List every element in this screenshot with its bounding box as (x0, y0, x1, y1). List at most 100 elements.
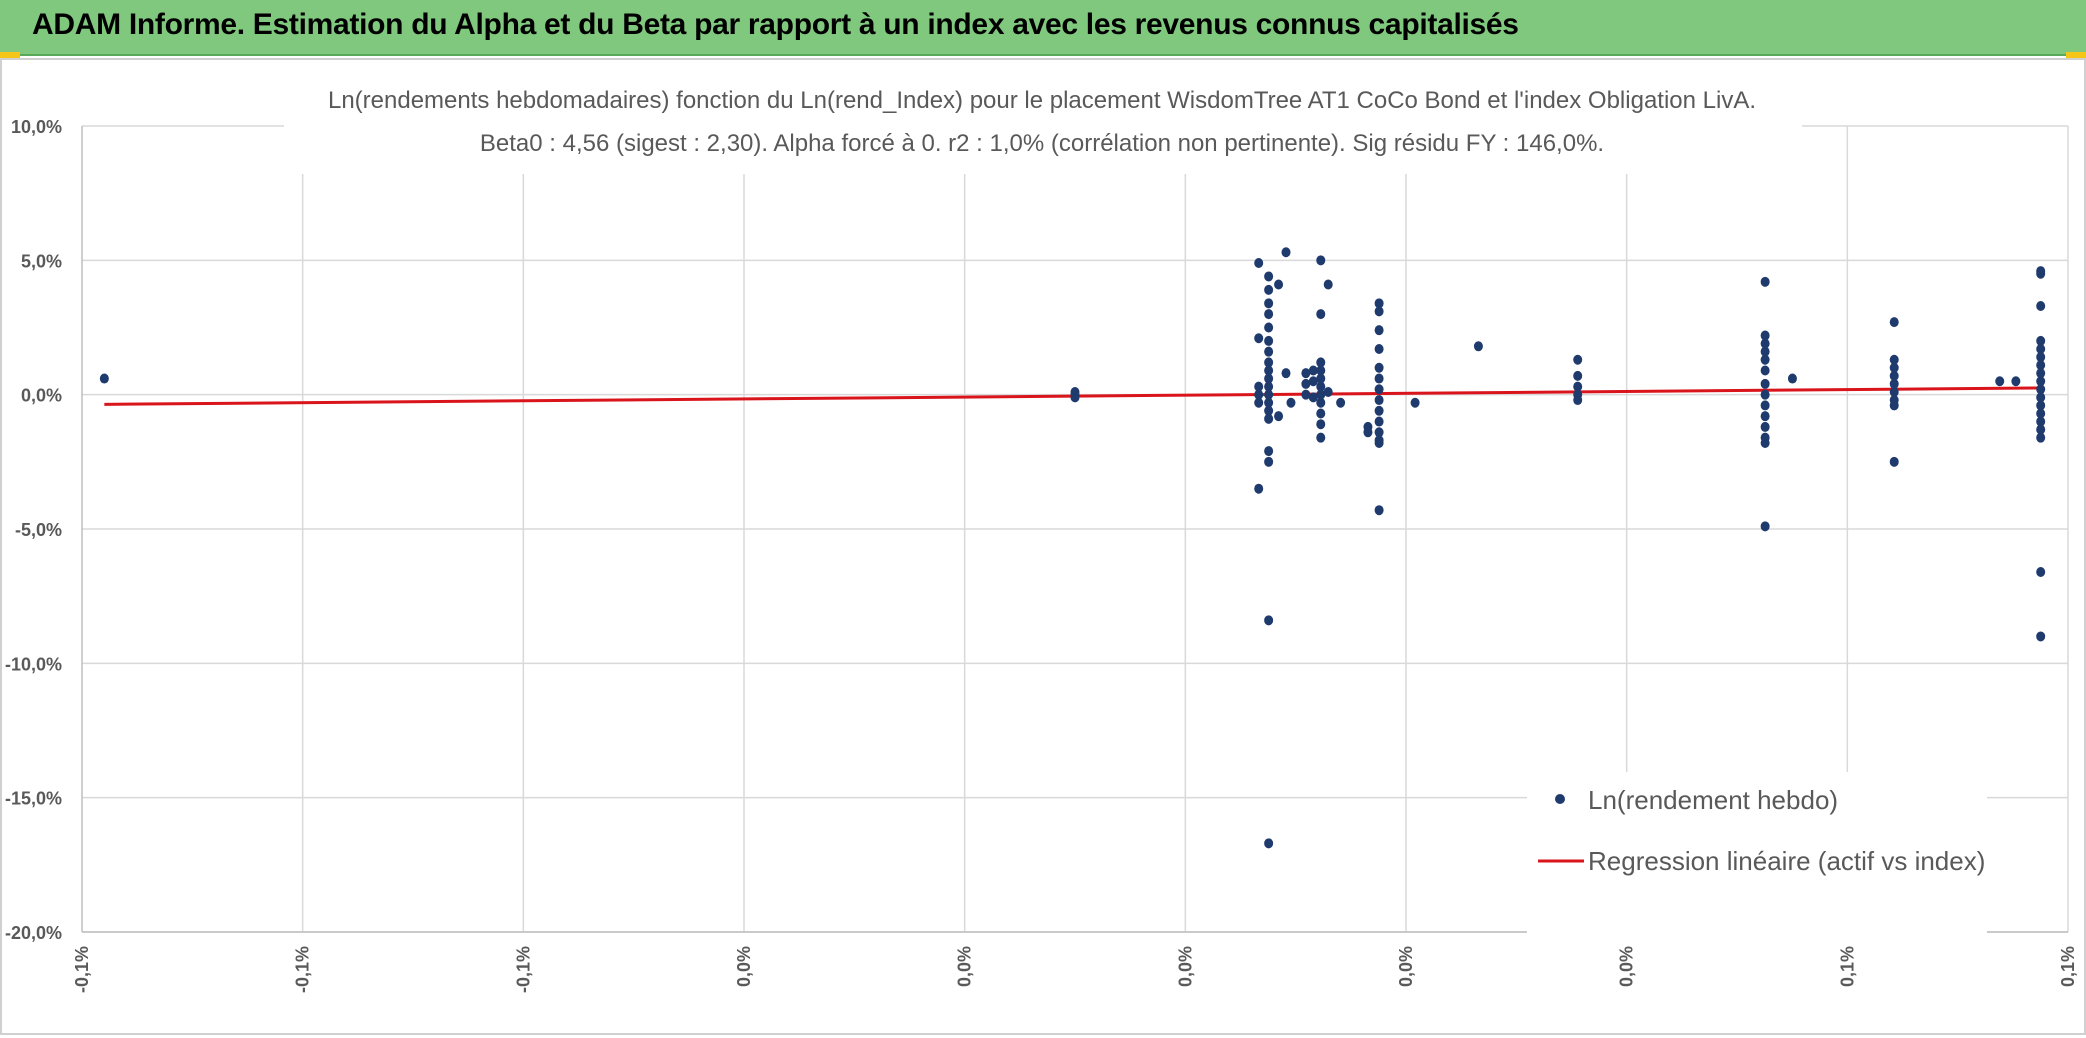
scatter-point (1374, 343, 1384, 354)
scatter-point (2036, 301, 2046, 312)
scatter-point (1264, 838, 1274, 849)
scatter-point (1316, 373, 1326, 384)
y-tick-label: 5,0% (21, 251, 62, 271)
scatter-point (2036, 424, 2046, 435)
scatter-point (2036, 360, 2046, 371)
scatter-point (1374, 384, 1384, 395)
legend-marker-scatter (1555, 794, 1565, 804)
scatter-point (1374, 373, 1384, 384)
scatter-point (1264, 446, 1274, 457)
scatter-point (2036, 368, 2046, 379)
scatter-point (1264, 335, 1274, 346)
scatter-point (2036, 566, 2046, 577)
x-tick-label: -0,1% (72, 946, 92, 993)
corner-accent-top-right (2066, 52, 2086, 60)
scatter-point (1316, 419, 1326, 430)
scatter-point (1374, 438, 1384, 449)
scatter-point (1760, 330, 1770, 341)
scatter-point (1374, 362, 1384, 373)
scatter-point (1301, 368, 1311, 379)
scatter-point (1264, 389, 1274, 400)
corner-accent-top-left (0, 52, 20, 60)
scatter-point (1889, 386, 1899, 397)
scatter-point (2036, 400, 2046, 411)
scatter-point (1374, 416, 1384, 427)
scatter-point (1760, 378, 1770, 389)
scatter-point (1264, 298, 1274, 309)
scatter-point (1316, 255, 1326, 266)
scatter-point (1316, 381, 1326, 392)
scatter-point (1410, 397, 1420, 408)
scatter-point (1889, 370, 1899, 381)
scatter-point (1264, 413, 1274, 424)
y-tick-label: -10,0% (5, 654, 62, 674)
scatter-point (1316, 365, 1326, 376)
scatter-point (1374, 405, 1384, 416)
scatter-point (1264, 309, 1274, 320)
title-background (284, 66, 1802, 174)
scatter-point (1336, 397, 1346, 408)
scatter-point (1760, 365, 1770, 376)
chart-title-line-2: Beta0 : 4,56 (sigest : 2,30). Alpha forc… (480, 130, 1604, 157)
scatter-point (1889, 362, 1899, 373)
scatter-point (1323, 279, 1333, 290)
scatter-point (1308, 392, 1318, 403)
scatter-point (1760, 411, 1770, 422)
scatter-point (1760, 400, 1770, 411)
scatter-point (2036, 268, 2046, 279)
y-tick-label: -15,0% (5, 789, 62, 809)
report-banner: ADAM Informe. Estimation du Alpha et du … (0, 0, 2086, 56)
legend-background (1527, 772, 1987, 942)
x-tick-label: 0,0% (1617, 946, 1637, 987)
scatter-point (1308, 365, 1318, 376)
x-tick-label: 0,0% (1175, 946, 1195, 987)
scatter-point (1760, 389, 1770, 400)
scatter-point (1264, 397, 1274, 408)
scatter-point (1264, 405, 1274, 416)
scatter-point (1264, 373, 1274, 384)
scatter-point (1264, 357, 1274, 368)
scatter-point (1254, 397, 1264, 408)
scatter-point (2036, 392, 2046, 403)
scatter-point (2036, 408, 2046, 419)
scatter-point (1995, 376, 2005, 387)
scatter-point (1374, 325, 1384, 336)
scatter-point (1473, 341, 1483, 352)
scatter-point (1281, 247, 1291, 258)
scatter-point (1374, 298, 1384, 309)
legend-label-scatter: Ln(rendement hebdo) (1588, 785, 1838, 815)
scatter-point (1573, 395, 1583, 406)
scatter-point (2036, 432, 2046, 443)
x-tick-label: -0,1% (293, 946, 313, 993)
x-tick-label: -0,1% (513, 946, 533, 993)
scatter-point (1274, 279, 1284, 290)
x-tick-label: 0,0% (955, 946, 975, 987)
scatter-point (1254, 381, 1264, 392)
scatter-point (1316, 309, 1326, 320)
scatter-point (2011, 376, 2021, 387)
scatter-point (1264, 271, 1274, 282)
scatter-point (1264, 322, 1274, 333)
scatter-point (1070, 386, 1080, 397)
x-tick-label: 0,1% (1837, 946, 1857, 987)
y-tick-label: 10,0% (11, 117, 62, 137)
scatter-point (1760, 346, 1770, 357)
y-tick-label: -20,0% (5, 923, 62, 943)
scatter-point (1760, 438, 1770, 449)
scatter-point (1374, 395, 1384, 406)
scatter-point (1254, 333, 1264, 344)
scatter-point (1374, 505, 1384, 516)
scatter-point (1787, 373, 1797, 384)
scatter-point (1264, 381, 1274, 392)
scatter-point (1760, 276, 1770, 287)
scatter-point (1316, 357, 1326, 368)
scatter-point (1363, 427, 1373, 438)
scatter-point (1374, 306, 1384, 317)
scatter-point (1573, 381, 1583, 392)
legend: Ln(rendement hebdo) Regression linéaire … (1527, 772, 1987, 942)
y-axis-tick-labels: 10,0% 5,0% 0,0% -5,0% -10,0% -15,0% -20,0% (5, 117, 62, 943)
scatter-point (1264, 456, 1274, 467)
scatter-point (1264, 615, 1274, 626)
scatter-point (1889, 400, 1899, 411)
y-tick-label: 0,0% (21, 386, 62, 406)
